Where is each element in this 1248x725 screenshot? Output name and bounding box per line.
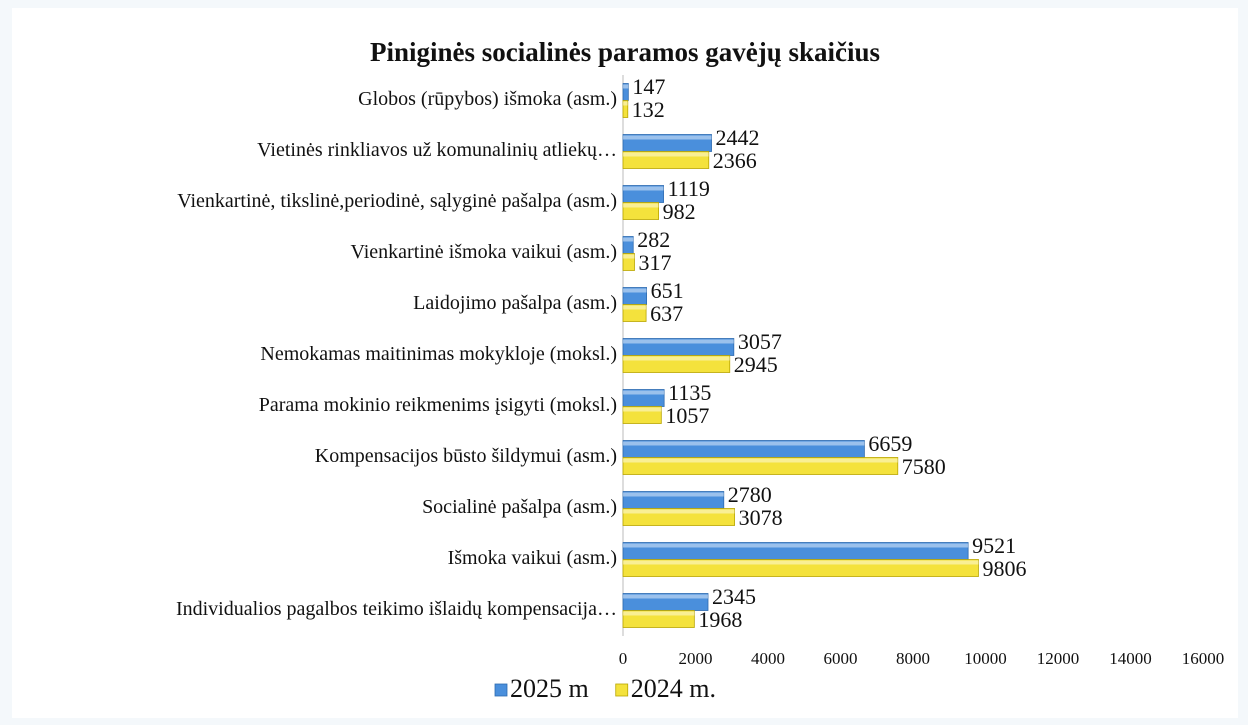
bar-highlight xyxy=(623,543,969,548)
bar-highlight xyxy=(623,339,734,344)
bar-highlight xyxy=(623,594,709,599)
bar xyxy=(622,304,647,322)
bar-highlight xyxy=(623,237,634,242)
bar xyxy=(622,610,695,628)
bar-highlight xyxy=(623,203,659,208)
value-label: 1057 xyxy=(665,403,709,428)
bar-highlight xyxy=(623,560,979,565)
bar xyxy=(622,355,731,373)
legend-label: 2025 m xyxy=(510,674,589,703)
bar-highlight xyxy=(623,152,709,157)
value-label: 317 xyxy=(638,250,671,275)
x-tick-label: 2000 xyxy=(679,649,713,668)
bar-highlight xyxy=(623,390,665,395)
value-label: 1119 xyxy=(668,176,710,201)
category-label: Išmoka vaikui (asm.) xyxy=(448,547,617,569)
category-label: Vienkartinė išmoka vaikui (asm.) xyxy=(350,241,617,263)
chart-title: Piniginės socialinės paramos gavėjų skai… xyxy=(370,37,880,67)
bar-highlight xyxy=(623,611,695,616)
bar xyxy=(622,559,979,577)
x-tick-label: 14000 xyxy=(1109,649,1152,668)
category-label: Vienkartinė, tikslinė,periodinė, sąlygin… xyxy=(177,190,617,212)
value-label: 2366 xyxy=(713,148,757,173)
bar-highlight xyxy=(623,84,629,89)
bar-highlight xyxy=(623,356,730,361)
bar xyxy=(622,151,710,169)
value-label: 2345 xyxy=(712,584,756,609)
category-label: Kompensacijos būsto šildymui (asm.) xyxy=(315,445,617,467)
value-label: 6659 xyxy=(868,431,912,456)
x-tick-label: 12000 xyxy=(1037,649,1080,668)
value-label: 1135 xyxy=(668,380,711,405)
bar-highlight xyxy=(623,492,724,497)
bar-highlight xyxy=(623,186,664,191)
x-tick-label: 10000 xyxy=(964,649,1007,668)
value-label: 7580 xyxy=(902,454,946,479)
value-label: 3078 xyxy=(739,505,783,530)
category-label: Laidojimo pašalpa (asm.) xyxy=(413,292,617,314)
value-label: 1968 xyxy=(698,607,742,632)
category-label: Socialinė pašalpa (asm.) xyxy=(422,496,617,518)
value-label: 2442 xyxy=(716,125,760,150)
x-tick-label: 0 xyxy=(619,649,628,668)
value-label: 2945 xyxy=(734,352,778,377)
bar-highlight xyxy=(623,441,865,446)
bar xyxy=(622,202,659,220)
category-label: Individualios pagalbos teikimo išlaidų k… xyxy=(176,598,617,620)
category-label: Parama mokinio reikmenims įsigyti (moksl… xyxy=(259,394,617,416)
category-label: Vietinės rinkliavos už komunalinių atlie… xyxy=(257,139,617,161)
category-label: Globos (rūpybos) išmoka (asm.) xyxy=(358,88,617,110)
bar-highlight xyxy=(623,254,635,259)
legend-swatch xyxy=(615,683,629,697)
value-label: 9521 xyxy=(972,533,1016,558)
value-label: 3057 xyxy=(738,329,782,354)
bar-highlight xyxy=(623,407,662,412)
value-label: 651 xyxy=(651,278,684,303)
value-label: 282 xyxy=(637,227,670,252)
bar xyxy=(622,457,899,475)
bar-highlight xyxy=(623,305,647,310)
x-tick-label: 16000 xyxy=(1182,649,1225,668)
legend-label: 2024 m. xyxy=(631,674,716,703)
bar xyxy=(622,508,735,526)
legend-swatch xyxy=(494,683,508,697)
category-label: Nemokamas maitinimas mokykloje (moksl.) xyxy=(260,343,617,365)
bar-highlight xyxy=(623,101,628,106)
value-label: 2780 xyxy=(728,482,772,507)
value-label: 147 xyxy=(632,74,665,99)
value-label: 132 xyxy=(632,97,665,122)
value-label: 9806 xyxy=(982,556,1026,581)
value-label: 637 xyxy=(650,301,683,326)
bar xyxy=(622,100,629,118)
bar xyxy=(622,253,635,271)
bar xyxy=(622,406,662,424)
bar-highlight xyxy=(623,135,712,140)
bar-highlight xyxy=(623,509,735,514)
bar-highlight xyxy=(623,288,647,293)
value-label: 982 xyxy=(663,199,696,224)
bar-highlight xyxy=(623,458,898,463)
x-tick-label: 8000 xyxy=(896,649,930,668)
x-tick-label: 4000 xyxy=(751,649,785,668)
x-tick-label: 6000 xyxy=(824,649,858,668)
